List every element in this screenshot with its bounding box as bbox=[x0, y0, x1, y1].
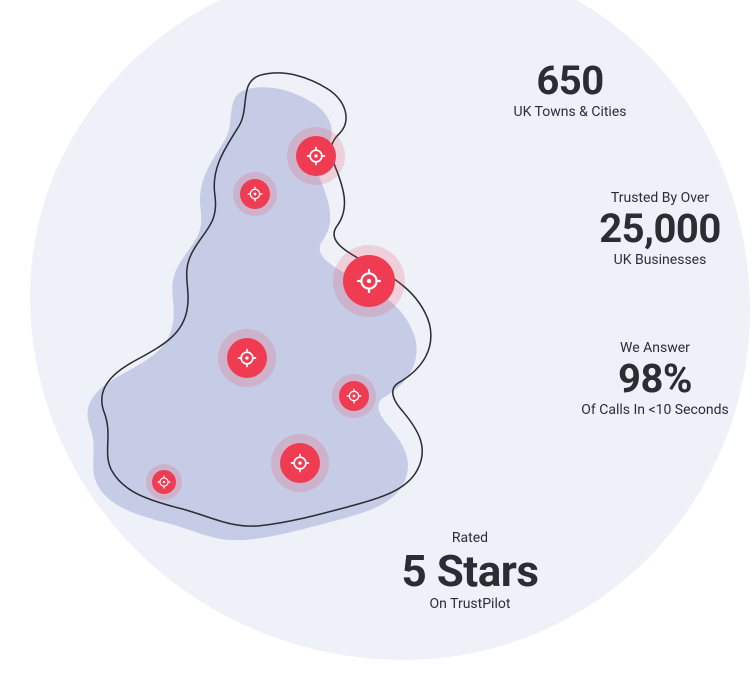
map-marker bbox=[233, 172, 277, 216]
stat-sub: UK Businesses bbox=[560, 252, 755, 268]
stat-answer: We Answer 98% Of Calls In <10 Seconds bbox=[550, 340, 755, 418]
map-marker bbox=[218, 329, 276, 387]
stat-pre: Rated bbox=[360, 530, 580, 546]
stat-trusted: Trusted By Over 25,000 UK Businesses bbox=[560, 190, 755, 268]
marker-ring bbox=[233, 172, 277, 216]
target-icon bbox=[237, 348, 257, 368]
map-marker bbox=[332, 374, 376, 418]
stat-sub: UK Towns & Cities bbox=[470, 104, 670, 120]
marker-ring bbox=[271, 434, 329, 492]
target-icon bbox=[356, 268, 382, 294]
stat-pre: Trusted By Over bbox=[560, 190, 755, 206]
stat-pre: We Answer bbox=[550, 340, 755, 356]
marker-core bbox=[339, 381, 369, 411]
stat-value: 25,000 bbox=[560, 208, 755, 250]
marker-core bbox=[240, 179, 270, 209]
stat-value: 5 Stars bbox=[360, 548, 580, 594]
marker-ring bbox=[332, 374, 376, 418]
marker-ring bbox=[287, 127, 345, 185]
marker-ring bbox=[218, 329, 276, 387]
marker-core bbox=[152, 470, 176, 494]
stat-sub: Of Calls In <10 Seconds bbox=[550, 402, 755, 418]
stat-sub: On TrustPilot bbox=[360, 596, 580, 612]
target-icon bbox=[247, 186, 263, 202]
uk-map bbox=[80, 60, 460, 540]
target-icon bbox=[157, 475, 171, 489]
map-marker bbox=[271, 434, 329, 492]
marker-ring bbox=[333, 245, 405, 317]
stat-towns: 650 UK Towns & Cities bbox=[470, 60, 670, 120]
target-icon bbox=[346, 388, 362, 404]
target-icon bbox=[306, 146, 326, 166]
marker-core bbox=[296, 136, 336, 176]
target-icon bbox=[290, 453, 310, 473]
stat-value: 650 bbox=[470, 60, 670, 102]
marker-core bbox=[227, 338, 267, 378]
stat-value: 98% bbox=[550, 358, 755, 400]
map-marker bbox=[146, 464, 182, 500]
marker-core bbox=[343, 255, 395, 307]
marker-ring bbox=[146, 464, 182, 500]
map-marker bbox=[333, 245, 405, 317]
map-marker bbox=[287, 127, 345, 185]
marker-core bbox=[280, 443, 320, 483]
stat-rated: Rated 5 Stars On TrustPilot bbox=[360, 530, 580, 612]
